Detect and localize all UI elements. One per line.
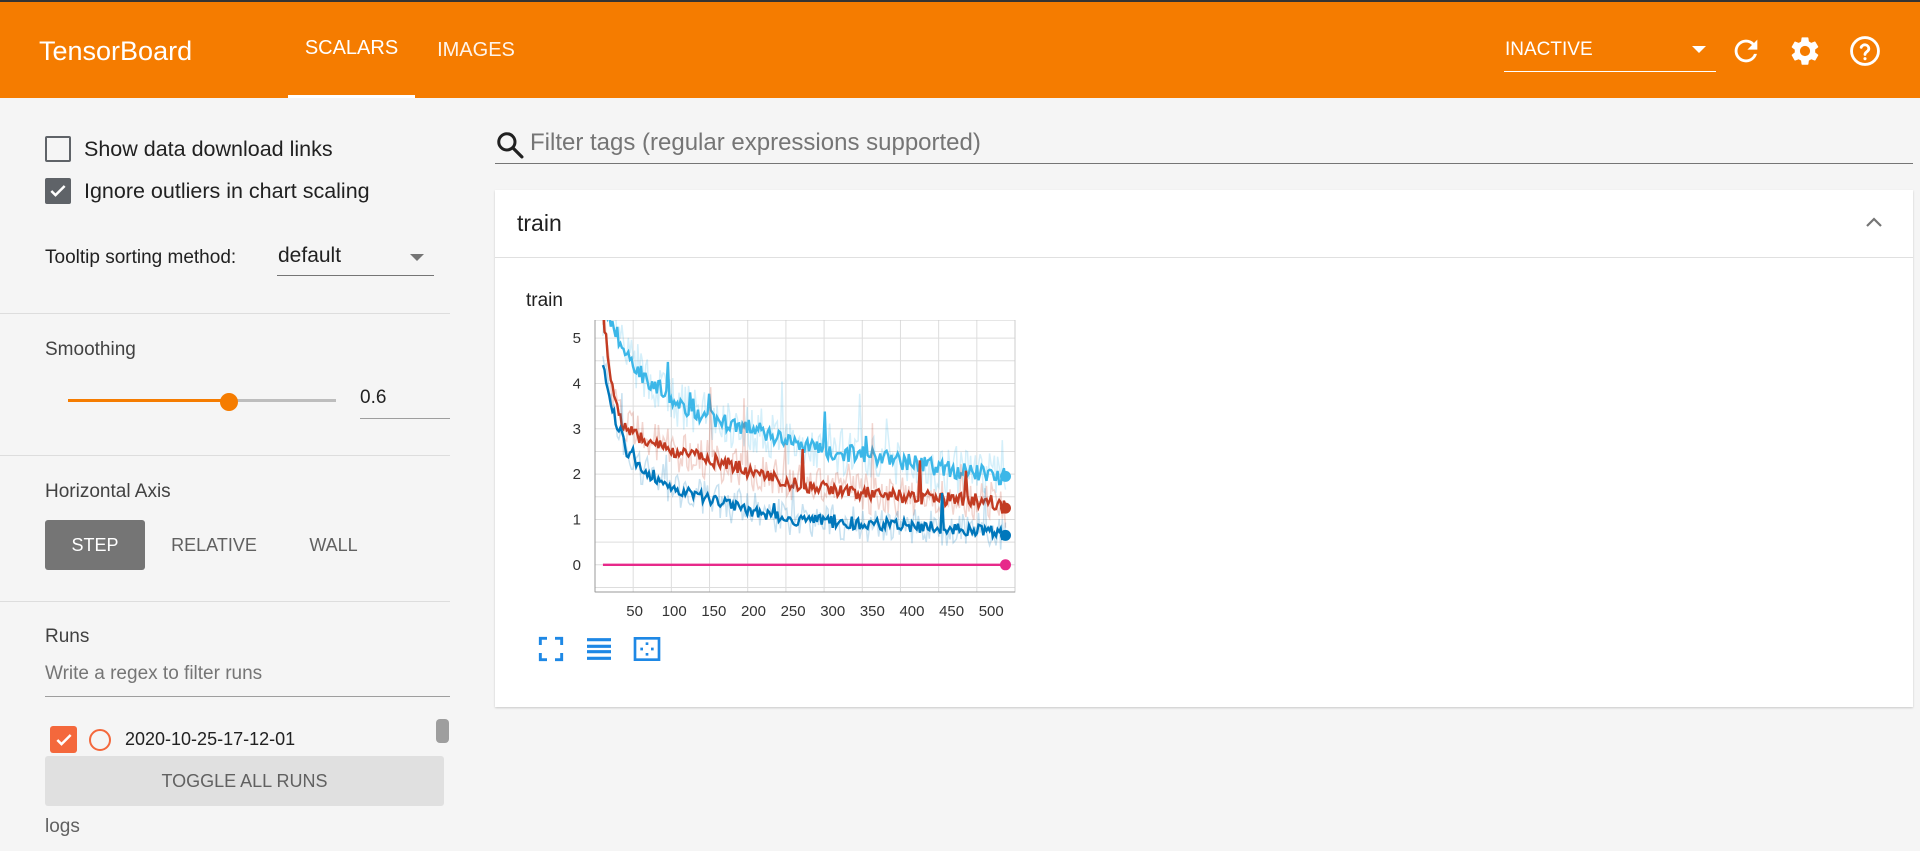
checkbox-unchecked-icon (45, 136, 71, 162)
run-checkbox[interactable] (50, 726, 77, 753)
x-tick-label: 300 (820, 603, 845, 620)
x-tick-label: 500 (979, 603, 1004, 620)
x-tick-label: 50 (626, 603, 643, 620)
y-tick-label: 1 (573, 511, 581, 528)
y-tick-label: 0 (573, 557, 581, 574)
tag-filter (495, 124, 1913, 164)
series-end-point (999, 502, 1011, 514)
tag-filter-input[interactable] (530, 126, 1900, 160)
y-tick-label: 3 (573, 421, 581, 438)
divider (0, 601, 450, 602)
run-name: 2020-10-25-17-12-01 (125, 729, 296, 749)
x-tick-label: 150 (701, 603, 726, 620)
chevron-up-icon (1866, 217, 1882, 227)
tag-group-header[interactable]: train (495, 190, 1913, 258)
dashboard-select[interactable]: INACTIVE (1504, 36, 1716, 72)
settings-icon[interactable] (1788, 34, 1822, 68)
show-download-links-checkbox[interactable]: Show data download links (45, 136, 333, 162)
x-tick-label: 200 (741, 603, 766, 620)
runs-scrollbar[interactable] (436, 719, 449, 743)
show-download-links-label: Show data download links (84, 136, 333, 161)
y-tick-label: 5 (573, 330, 581, 347)
run-item: 2020-10-25-17-12-01 (50, 726, 295, 753)
series-line (602, 320, 1007, 514)
series-end-point (999, 470, 1011, 482)
smoothing-slider-thumb[interactable] (219, 393, 238, 411)
ignore-outliers-label: Ignore outliers in chart scaling (84, 178, 370, 203)
fit-domain-icon[interactable] (631, 633, 663, 665)
series-line (601, 364, 1007, 542)
axis-wall-button[interactable]: WALL (309, 534, 358, 555)
scalar-chart[interactable]: 0 1 2 3 4 5 50 100 150 200 250 300 350 400 450 500 (535, 320, 1035, 630)
series-line (606, 320, 1007, 486)
y-tick-label: 4 (573, 375, 581, 392)
fullscreen-icon[interactable] (535, 633, 567, 665)
x-tick-label: 100 (662, 603, 687, 620)
checkmark-icon (45, 178, 71, 204)
dashboard-select-value: INACTIVE (1505, 39, 1593, 60)
y-tick-label: 2 (573, 466, 581, 483)
series-raw-line (602, 356, 1007, 550)
app-title: TensorBoard (39, 36, 193, 66)
x-tick-label: 450 (939, 603, 964, 620)
smoothing-slider-fill (68, 399, 229, 402)
smoothing-title: Smoothing (45, 339, 136, 360)
divider (0, 455, 450, 456)
runs-title: Runs (45, 626, 90, 647)
help-icon[interactable] (1848, 34, 1882, 68)
axis-relative-button[interactable]: RELATIVE (171, 534, 257, 555)
x-tick-label: 350 (860, 603, 885, 620)
run-color-picker[interactable] (89, 728, 111, 751)
axis-step-button[interactable]: STEP (45, 520, 145, 570)
chevron-down-icon (1692, 46, 1706, 53)
tab-images[interactable]: IMAGES (437, 38, 515, 61)
x-tick-label: 250 (781, 603, 806, 620)
logdir-label: logs (45, 816, 80, 837)
chart-title: train (526, 290, 563, 311)
smoothing-value-input[interactable]: 0.6 (360, 385, 450, 419)
sidebar: Show data download links Ignore outliers… (0, 98, 450, 851)
tooltip-sorting-label: Tooltip sorting method: (45, 247, 237, 268)
tooltip-sorting-select[interactable]: default (277, 242, 434, 276)
x-tick-label: 400 (899, 603, 924, 620)
search-icon (497, 132, 524, 159)
horizontal-axis-title: Horizontal Axis (45, 481, 171, 502)
tag-group-title: train (517, 210, 562, 236)
top-app-bar: TensorBoard SCALARS IMAGES INACTIVE (0, 0, 1920, 98)
series-end-point (999, 529, 1011, 541)
runs-filter-input[interactable]: Write a regex to filter runs (45, 661, 450, 697)
reload-icon[interactable] (1729, 34, 1763, 68)
chevron-down-icon (410, 254, 424, 261)
ignore-outliers-checkbox[interactable]: Ignore outliers in chart scaling (45, 178, 370, 204)
tab-scalars[interactable]: SCALARS (288, 2, 415, 98)
toggle-all-runs-button[interactable]: TOGGLE ALL RUNS (45, 756, 444, 806)
toggle-log-scale-icon[interactable] (583, 633, 615, 665)
tooltip-sorting-value: default (278, 244, 342, 267)
divider (0, 313, 450, 314)
series-end-point (999, 559, 1011, 571)
smoothing-slider[interactable] (68, 399, 336, 402)
tag-group-card: train train 0 1 2 3 4 5 50 100 150 200 250 300 350 40… (495, 190, 1913, 707)
